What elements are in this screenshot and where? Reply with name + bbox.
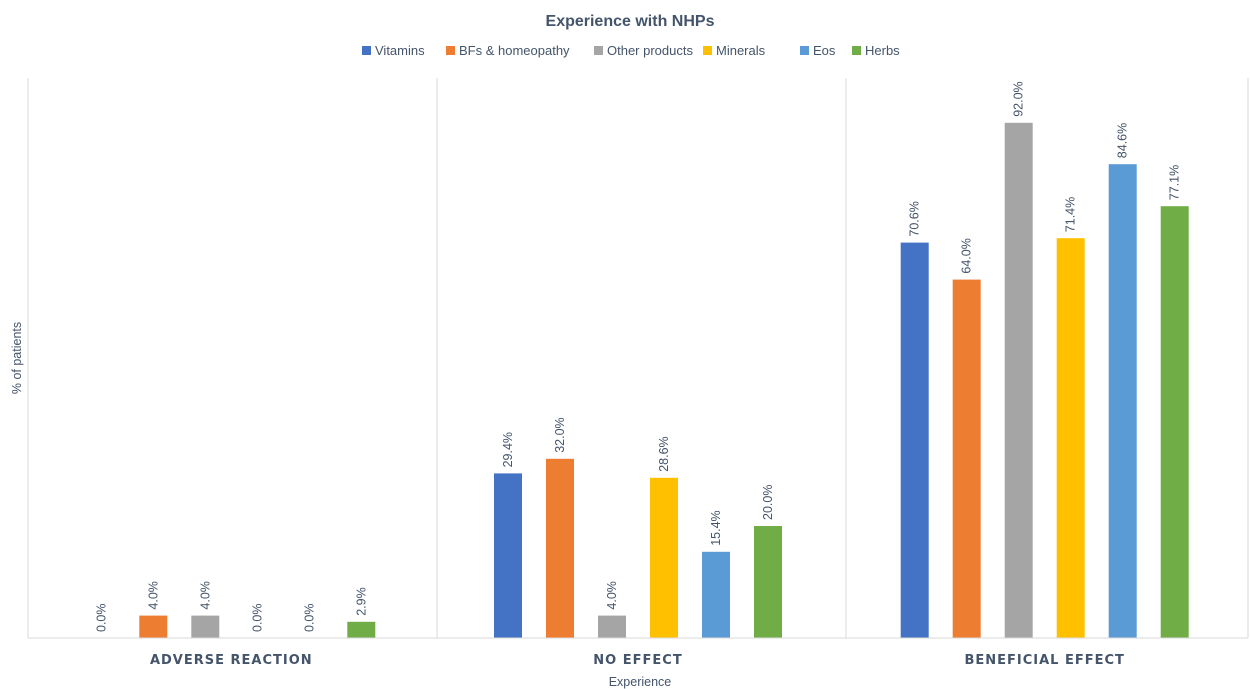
chart-title: Experience with NHPs [546,13,715,30]
legend-item: Vitamins [362,43,425,58]
bar [494,473,522,638]
legend-label: Minerals [716,43,766,58]
data-label: 71.4% [1064,197,1078,232]
data-label: 15.4% [709,510,723,545]
legend-item: Minerals [703,43,766,58]
data-label: 29.4% [501,432,515,467]
data-label: 32.0% [553,417,567,452]
bar [1004,122,1033,639]
bar [900,242,929,638]
data-label: 64.0% [960,238,974,273]
category-labels: ADVERSE REACTION NO EFFECT BENEFICIAL EFFE… [150,653,1124,668]
data-label: 84.6% [1116,123,1130,158]
bar [139,615,168,638]
bar [191,615,220,638]
data-label: 92.0% [1012,81,1026,116]
plot-area: 0.0% 4.0% 4.0% 0.0% 0.0% 2.9% 29.4% 32.0% 4.0% 28… [27,78,1249,639]
category-label: NO EFFECT [593,653,682,668]
legend-swatch [362,46,371,55]
legend-item: Eos [800,43,836,58]
data-label: 4.0% [146,581,160,610]
data-label: 70.6% [908,201,922,236]
data-label: 0.0% [302,604,316,633]
bar [1108,164,1137,638]
x-axis-title: Experience [609,675,672,689]
legend-swatch [852,46,861,55]
data-label: 4.0% [605,581,619,610]
y-axis-title: % of patients [10,322,24,394]
legend-swatch [800,46,809,55]
bar [650,477,678,638]
data-label: 28.6% [657,436,671,471]
bar [347,621,376,638]
legend-label: Other products [607,43,693,58]
legend-swatch [703,46,712,55]
legend-item: Herbs [852,43,900,58]
category-label: BENEFICIAL EFFECT [964,653,1124,668]
bar [754,526,782,638]
legend-item: BFs & homeopathy [446,43,570,58]
legend: Vitamins BFs & homeopathy Other products Mi… [362,43,900,58]
bar [598,615,626,638]
bar [546,458,574,638]
data-label: 4.0% [198,581,212,610]
legend-label: Vitamins [375,43,425,58]
legend-item: Other products [594,43,693,58]
legend-swatch [594,46,603,55]
bar [702,551,730,638]
bar [1056,238,1085,638]
category-label: ADVERSE REACTION [150,653,313,668]
legend-swatch [446,46,455,55]
bar [952,279,981,638]
data-label: 0.0% [250,604,264,633]
data-label: 77.1% [1168,165,1182,200]
data-label: 0.0% [94,604,108,633]
data-label: 2.9% [354,587,368,616]
bars: 0.0% 4.0% 4.0% 0.0% 0.0% 2.9% 29.4% 32.0% 4.0% 28… [94,81,1189,639]
legend-label: Herbs [865,43,900,58]
legend-label: BFs & homeopathy [459,43,570,58]
data-label: 20.0% [761,485,775,520]
bar [1160,206,1189,638]
legend-label: Eos [813,43,836,58]
